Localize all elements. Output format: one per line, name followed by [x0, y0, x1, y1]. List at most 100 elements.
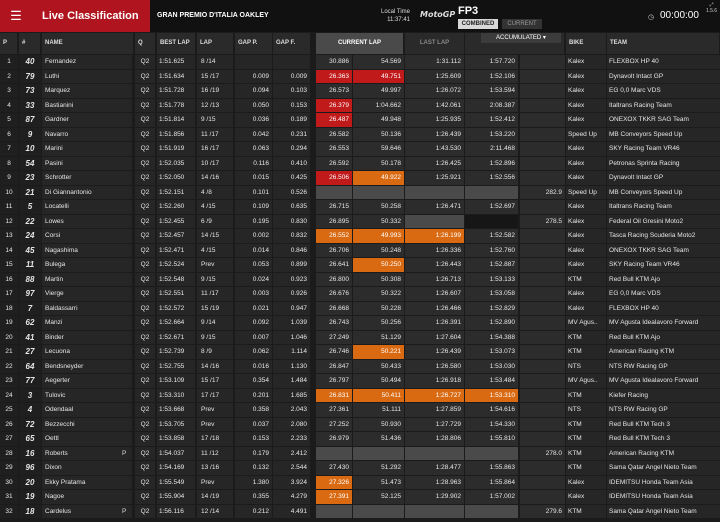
table-row[interactable]: 28 16 Roberts Q2 1:54.037 11 /12 0.179 2.412 278…: [0, 446, 720, 462]
cell-qualify: Q2: [135, 475, 155, 489]
cell-number: 24: [19, 229, 41, 243]
table-row[interactable]: 22 64 Bendsneyder Q2 1:52.755 14 /16 0.016 1.13…: [0, 359, 720, 375]
cell-split-1: 26.743: [316, 316, 352, 330]
cell-lap: 14 /19: [197, 490, 233, 504]
cell-gap-first: 1.130: [273, 359, 310, 373]
cell-bike: Kalex: [566, 229, 606, 243]
table-row[interactable]: 12 22 Lowes Q2 1:52.455 6 /9 0.195 0.830 26.895 5…: [0, 214, 720, 230]
cell-gap-prev: 0.007: [235, 330, 272, 344]
cell-split-4: 1:57.720: [465, 55, 518, 69]
cell-team: NTS RW Racing GP: [607, 403, 720, 417]
cell-split-3: [405, 446, 464, 460]
cell-rider-name: Manzi: [42, 316, 132, 330]
cell-speed: [520, 316, 565, 330]
cell-best-lap: 1:52.739: [157, 345, 195, 359]
cell-split-2: 50.248: [353, 243, 404, 257]
table-row[interactable]: 13 24 Corsi Q2 1:52.457 14 /15 0.002 0.832 26.55…: [0, 229, 720, 244]
cell-best-lap: 1:51.778: [157, 98, 195, 112]
cell-speed: [520, 229, 565, 243]
cell-split-2: 50.250: [353, 258, 404, 272]
cell-split-2: 49.922: [353, 171, 404, 185]
tab-last-lap[interactable]: LAST LAP: [405, 33, 465, 54]
table-row[interactable]: 3 73 Marquez Q2 1:51.728 16 /19 0.094 0.103 26.5…: [0, 84, 720, 99]
table-row[interactable]: 31 19 Nagoe Q2 1:55.904 14 /19 0.355 4.279 27.39…: [0, 490, 720, 505]
cell-gap-first: 3.924: [273, 475, 310, 489]
version-label: 1.5.6: [705, 8, 718, 14]
combined-toggle[interactable]: COMBINED: [458, 19, 498, 29]
table-row[interactable]: 18 7 Baldassarri Q2 1:52.572 15 /19 0.021 0.947…: [0, 301, 720, 317]
tab-current-lap[interactable]: CURRENT LAP: [316, 33, 404, 54]
cell-pos: 21: [0, 345, 18, 359]
table-row[interactable]: 30 20 Ekky Pratama Q2 1:55.549 Prev 1.380 3.924…: [0, 475, 720, 491]
cell-split-3: 1:26.918: [405, 374, 464, 388]
cell-gap-prev: 0.358: [235, 403, 272, 417]
cell-split-3: 1:27.859: [405, 403, 464, 417]
cell-split-2: 50.178: [353, 156, 404, 170]
local-time-value: 11:37:41: [387, 17, 410, 23]
cell-gap-first: 0.832: [273, 229, 310, 243]
cell-split-1: 26.895: [316, 214, 352, 228]
table-row[interactable]: 23 77 Aegerter Q2 1:53.109 15 /17 0.354 1.484 26…: [0, 374, 720, 389]
table-row[interactable]: 14 45 Nagashima Q2 1:52.471 4 /15 0.014 0.846 26…: [0, 243, 720, 259]
cell-number: 64: [19, 359, 41, 373]
table-row[interactable]: 5 87 Gardner Q2 1:51.814 9 /15 0.036 0.189 26.48…: [0, 113, 720, 128]
table-row[interactable]: 10 21 Di Giannantonio Q2 1:52.151 4 /8 0.101 0.…: [0, 185, 720, 201]
cell-gap-first: 1.039: [273, 316, 310, 330]
cell-split-3: 1:25.921: [405, 171, 464, 185]
expand-icon[interactable]: ⤢ 1.5.6: [705, 2, 718, 14]
cell-split-1: 26.831: [316, 388, 352, 402]
cell-bike: Kalex: [566, 55, 606, 69]
table-row[interactable]: 20 41 Binder Q2 1:52.671 9 /15 0.007 1.046 27.24…: [0, 330, 720, 346]
cell-qualify: Q2: [135, 258, 155, 272]
table-row[interactable]: 2 79 Luthi Q2 1:51.634 15 /17 0.009 0.009 26.363…: [0, 69, 720, 85]
cell-split-4: 1:53.310: [465, 388, 518, 402]
table-row[interactable]: 8 54 Pasini Q2 1:52.035 10 /17 0.116 0.410 26.59…: [0, 156, 720, 172]
cell-split-4: [465, 185, 518, 199]
cell-bike: Kalex: [566, 214, 606, 228]
menu-icon[interactable]: ☰: [0, 0, 32, 32]
col-header-lap: LAP: [197, 33, 234, 54]
cell-pos: 19: [0, 316, 18, 330]
table-row[interactable]: 27 65 Oettl Q2 1:53.858 17 /18 0.153 2.233 26.97…: [0, 432, 720, 447]
table-row[interactable]: 17 97 Vierge Q2 1:52.551 11 /17 0.003 0.926 26.6…: [0, 287, 720, 302]
cell-lap: 11 /17: [197, 287, 233, 301]
cell-pos: 30: [0, 475, 18, 489]
cell-split-1: 26.487: [316, 113, 352, 127]
table-row[interactable]: 15 11 Bulega Q2 1:52.524 Prev 0.053 0.899 26.641…: [0, 258, 720, 273]
session-clock: 00:00:00: [660, 10, 699, 21]
cell-number: 4: [19, 403, 41, 417]
cell-gap-prev: 0.109: [235, 200, 272, 214]
table-row[interactable]: 6 9 Navarro Q2 1:51.856 11 /17 0.042 0.231 26.58…: [0, 127, 720, 143]
cell-rider-name: Bezzecchi: [42, 417, 132, 431]
col-header-num: #: [19, 33, 41, 54]
table-row[interactable]: 4 33 Bastianini Q2 1:51.778 12 /13 0.050 0.153 2…: [0, 98, 720, 114]
table-row[interactable]: 21 27 Lecuona Q2 1:52.739 8 /9 0.062 1.114 26.74…: [0, 345, 720, 360]
table-row[interactable]: 11 5 Locatelli Q2 1:52.260 4 /15 0.109 0.635 26.…: [0, 200, 720, 215]
table-row[interactable]: 29 96 Dixon Q2 1:54.169 13 /16 0.132 2.544 27.43…: [0, 461, 720, 476]
table-row[interactable]: 32 18 Cardelus Q2 1:56.116 12 /14 0.212 4.491 27…: [0, 504, 720, 520]
cell-lap: 12 /13: [197, 98, 233, 112]
cell-best-lap: 1:52.755: [157, 359, 195, 373]
cell-split-3: 1:26.471: [405, 200, 464, 214]
table-row[interactable]: 16 88 Martin Q2 1:52.548 9 /15 0.024 0.923 26.80…: [0, 272, 720, 288]
table-row[interactable]: 7 10 Marini Q2 1:51.919 16 /17 0.063 0.294 26.55…: [0, 142, 720, 157]
cell-pos: 1: [0, 55, 18, 69]
table-row[interactable]: 25 4 Odendaal Q2 1:53.668 Prev 0.358 2.043 27.36…: [0, 403, 720, 418]
table-row[interactable]: 9 23 Schrotter Q2 1:52.050 14 /16 0.015 0.425 26…: [0, 171, 720, 186]
table-row[interactable]: 1 40 Fernandez Q2 1:51.625 8 /14 30.886 54.569 1…: [0, 55, 720, 70]
current-toggle[interactable]: CURRENT: [502, 19, 542, 29]
cell-split-3: 1:27.604: [405, 330, 464, 344]
table-row[interactable]: 24 3 Tulovic Q2 1:53.310 17 /17 0.201 1.685 26.8…: [0, 388, 720, 404]
cell-bike: NTS: [566, 403, 606, 417]
cell-rider-name: Luthi: [42, 69, 132, 83]
top-bar: ☰ Live Classification GRAN PREMIO D'ITAL…: [0, 0, 720, 32]
cell-gap-prev: 0.179: [235, 446, 272, 460]
cell-rider-name: Cardelus: [42, 504, 132, 518]
table-row[interactable]: 26 72 Bezzecchi Q2 1:53.705 Prev 0.037 2.080 27.…: [0, 417, 720, 433]
cell-pos: 7: [0, 142, 18, 156]
table-row[interactable]: 19 62 Manzi Q2 1:52.664 9 /14 0.092 1.039 26.743…: [0, 316, 720, 331]
cell-bike: Kalex: [566, 69, 606, 83]
cell-qualify: Q2: [135, 127, 155, 141]
cell-number: 5: [19, 200, 41, 214]
accumulated-dropdown[interactable]: ACCUMULATED ▾: [481, 33, 561, 43]
